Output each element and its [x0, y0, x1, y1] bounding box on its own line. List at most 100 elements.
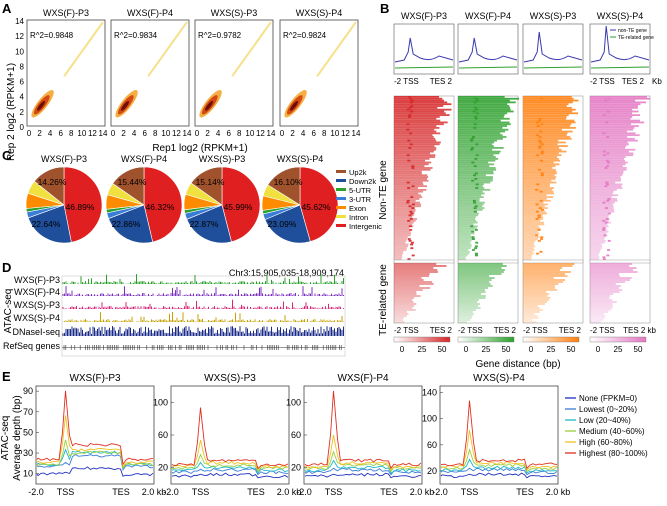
scale-tick: 0: [596, 345, 601, 354]
heatmap-row-te: [394, 295, 421, 297]
profile-series-2: [36, 448, 154, 470]
scale-tick: 0: [529, 345, 534, 354]
heatmap-row: [458, 125, 508, 127]
heatmap-row: [458, 208, 483, 211]
heatmap-row-te: [523, 285, 555, 287]
heatmap-row-te: [394, 315, 407, 317]
heatmap-row: [458, 236, 474, 239]
axis-kb: Kb: [652, 77, 662, 86]
heatmap-peak: [410, 105, 414, 107]
panel-d-browser: Chr3:15,905,035-18,909,174 ATAC-seq WXS(…: [3, 268, 346, 357]
profile-series-4: [304, 434, 422, 471]
heatmap-row: [394, 112, 446, 115]
heatmap-row: [523, 207, 548, 209]
heatmap-peak: [538, 207, 542, 209]
heatmap-row: [590, 168, 627, 171]
heatmap-peak: [472, 136, 476, 138]
heatmap-peak: [605, 218, 609, 220]
heatmap-row: [590, 210, 615, 213]
heatmap-row: [523, 199, 551, 202]
heatmap-row: [590, 123, 632, 126]
heatmap-row-te: [590, 321, 601, 323]
panel-c-pies: WXS(F)-P3 46.89% 22.64% 14.26% WXS(F)-P4 46.3…: [25, 154, 382, 244]
heatmap-peak: [409, 97, 413, 100]
heatmap-row-te: [523, 279, 566, 281]
heatmap-peak: [474, 252, 478, 255]
heatmap-row-te: [394, 273, 430, 275]
profile-line-non-te: [590, 25, 650, 63]
profile-ytick: 100: [286, 397, 301, 407]
heatmap-row: [458, 108, 511, 111]
color-scale: [589, 336, 647, 343]
axis-tss: -2 TSS: [394, 77, 419, 86]
heatmap-peak: [409, 218, 413, 220]
heatmap-row-te: [590, 313, 604, 315]
heatmap-peak: [470, 225, 474, 228]
heatmap-row: [458, 174, 486, 177]
heatmap-row: [394, 192, 419, 195]
heatmap-row: [590, 179, 621, 182]
scatter-r2: R^2=0.9848: [30, 31, 74, 40]
heatmap-row: [590, 205, 614, 208]
heatmap-row: [523, 239, 536, 242]
scatter-xtick: 8: [237, 129, 242, 138]
heatmap-row: [590, 125, 639, 127]
heatmap-row: [458, 198, 480, 200]
heatmap-row: [590, 101, 646, 104]
heatmap-row: [590, 181, 616, 184]
heatmap-peak: [602, 114, 606, 117]
heatmap-row: [458, 170, 494, 173]
heatmap-peak: [606, 152, 610, 155]
heatmap-row: [458, 196, 484, 199]
heatmap-row-te: [590, 301, 617, 303]
heatmap-row-te: [590, 287, 619, 289]
legend-item: Up2k: [349, 168, 367, 177]
heatmap-row-te: [590, 265, 630, 267]
heatmap-row: [590, 114, 641, 117]
profile-xtick: -2.0: [28, 487, 44, 497]
heatmap-row: [590, 254, 599, 257]
heatmap-row-te: [590, 297, 610, 299]
heatmap-row-te: [394, 311, 407, 313]
heatmap-peak: [410, 247, 414, 250]
heatmap-row-te: [590, 315, 606, 317]
heatmap-peak: [535, 121, 539, 124]
heatmap-row: [523, 123, 572, 126]
heatmap-row: [458, 232, 475, 235]
heatmap-row: [458, 119, 501, 122]
heatmap-row: [458, 238, 474, 240]
heatmap-row: [458, 168, 497, 171]
heatmap-col-0: WXS(F)-P3 -2 TSS TES 2 -2 TSS TES 2 0 25 50: [393, 11, 455, 354]
track-signal-2: [62, 299, 344, 309]
heatmap-peak: [540, 159, 544, 162]
panel-a-ytick: 14: [15, 17, 24, 26]
heatmap-row-te: [523, 309, 543, 311]
heatmap-peak: [473, 123, 477, 126]
axis-tes: TES 2: [494, 326, 517, 335]
heatmap-row: [590, 194, 619, 197]
heatmap-row: [523, 218, 544, 220]
heatmap-row: [458, 116, 504, 118]
heatmap-row: [523, 101, 573, 104]
heatmap-peak: [410, 241, 414, 244]
scatter-sparse: [63, 21, 104, 77]
heatmap-peak: [540, 97, 544, 100]
heatmap-row: [458, 254, 468, 257]
heatmap-row: [458, 103, 508, 106]
heatmap-row-te: [394, 321, 405, 323]
heatmap-row-te: [394, 317, 404, 319]
heatmap-row-te: [394, 307, 413, 309]
profile-chart-1: WXS(S)-P3 20 60 100 -2.0 TSS TES 2.0 kb: [153, 373, 301, 497]
heatmap-row: [590, 208, 615, 211]
heatmap-row: [523, 178, 556, 180]
heatmap-peak: [604, 185, 608, 188]
heatmap-row-te: [394, 291, 417, 293]
legend-item: Low (20~40%): [579, 416, 631, 425]
scatter-plot-2: WXS(S)-P3 R^2=0.9782 0 2 4 6 8 10 12 14: [194, 8, 276, 138]
heatmap-row-te: [394, 309, 416, 311]
browser-frame: [61, 275, 346, 357]
axis-tss: -2 TSS: [458, 326, 483, 335]
scale-tick: 50: [634, 345, 643, 354]
track-label: WXS(S)-P3: [13, 300, 60, 310]
